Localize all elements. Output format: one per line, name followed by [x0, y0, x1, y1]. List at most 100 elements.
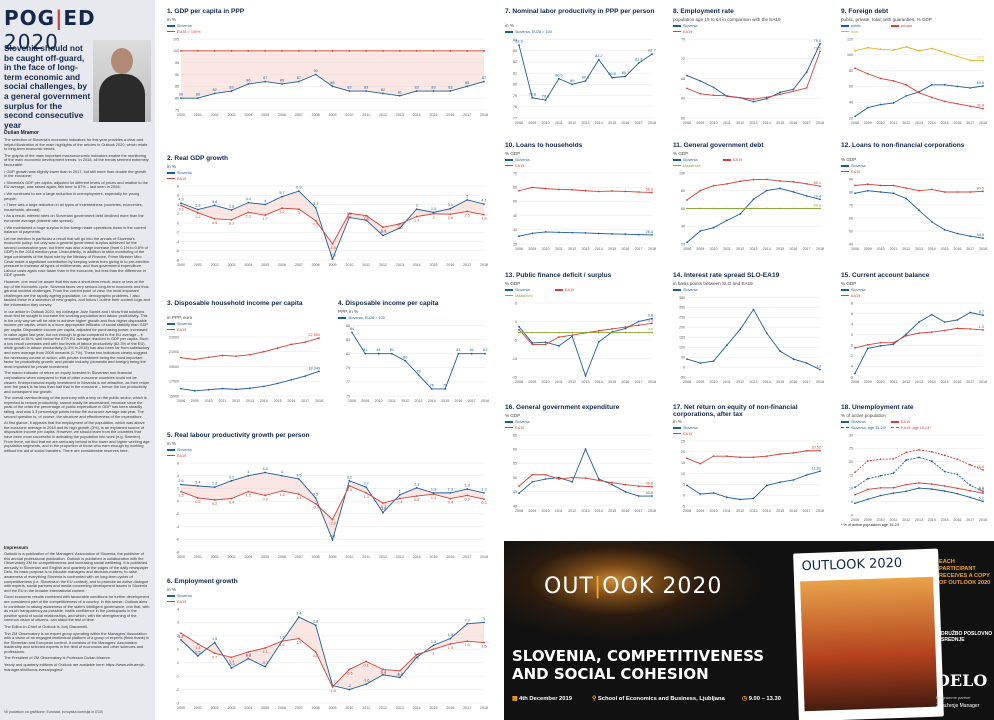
data-point — [686, 358, 688, 361]
legend-item: EA19 — [673, 432, 692, 436]
x-tick-label: 2008 — [515, 247, 523, 251]
x-tick-label: 2003 — [228, 555, 236, 559]
data-point — [956, 319, 959, 321]
x-tick-label: 2018 — [816, 509, 824, 513]
y-tick-label: 150 — [679, 336, 685, 340]
data-point — [466, 49, 469, 52]
chart-title: 14. Interest rate spread SLO-EA19 — [673, 272, 780, 279]
data-label: 87 — [297, 76, 301, 80]
series-line-ea19 — [180, 337, 320, 360]
data-label: 85 — [330, 81, 334, 85]
x-tick-label: 2007 — [295, 263, 303, 267]
data-point — [905, 46, 908, 48]
x-tick-label: 2014 — [428, 399, 436, 403]
data-point — [483, 641, 485, 644]
x-tick-label: 2009 — [864, 380, 872, 384]
data-point — [726, 496, 728, 499]
y-tick-label: 8 — [177, 184, 179, 188]
data-point — [892, 49, 895, 51]
zm-label: Združenje Manager — [936, 703, 980, 709]
data-label: 4.4 — [246, 197, 251, 201]
data-point — [699, 189, 702, 192]
x-tick-label: 2013 — [915, 518, 923, 522]
x-tick-label: 2010 — [877, 380, 885, 384]
data-point — [819, 449, 821, 452]
data-point — [956, 55, 959, 58]
x-tick-label: 2012 — [902, 247, 910, 251]
y-tick-label: -5 — [682, 504, 685, 508]
data-point — [449, 213, 452, 216]
data-point — [854, 486, 856, 489]
data-point — [518, 44, 520, 47]
data-point — [819, 368, 821, 371]
data-point — [879, 494, 882, 497]
data-label: 1.6 — [364, 218, 369, 222]
x-tick-label: 2016 — [621, 121, 629, 125]
data-point — [247, 657, 250, 660]
data-point — [180, 356, 182, 359]
y-tick-label: 6 — [177, 461, 179, 465]
x-tick-label: 2011 — [219, 399, 227, 403]
data-point — [779, 453, 781, 455]
data-point — [235, 388, 238, 391]
data-point — [879, 486, 882, 489]
data-point — [982, 492, 984, 495]
x-tick-label: 2014 — [260, 399, 268, 403]
x-tick-label: 2010 — [205, 399, 213, 403]
chart-title: 4. Disposable income per capita — [338, 300, 439, 307]
data-point — [247, 211, 250, 214]
data-point — [805, 207, 808, 210]
chart-subtitle: in PPP, euro — [167, 315, 193, 320]
x-tick-label: 2018 — [979, 380, 987, 384]
y-tick-label: 64 — [681, 97, 685, 101]
x-tick-label: 2018 — [648, 509, 656, 513]
y-tick-label: -5 — [514, 338, 517, 342]
data-label: 3.8 — [178, 207, 183, 211]
x-tick-label: 2002 — [211, 263, 219, 267]
data-label: -2.7 — [380, 230, 387, 234]
x-tick-label: 2016 — [621, 380, 629, 384]
chart-c1: 1. GDP per capita in PPP in % Slovenia EU28… — [167, 8, 492, 120]
x-tick-label: 2012 — [736, 247, 744, 251]
data-point — [765, 455, 768, 458]
data-point — [249, 387, 251, 390]
data-point — [365, 486, 368, 489]
data-point — [651, 317, 653, 320]
series-gap-fill — [181, 472, 484, 540]
data-point — [879, 458, 882, 461]
x-tick-label: 2006 — [278, 555, 286, 559]
x-tick-label: 2017 — [966, 247, 974, 251]
data-point — [624, 483, 627, 486]
data-point — [230, 479, 233, 482]
data-label: 85 — [465, 81, 469, 85]
y-tick-label: 45 — [513, 490, 517, 494]
x-tick-label: 2017 — [803, 509, 811, 513]
data-point — [597, 340, 600, 343]
x-tick-label: 2016 — [287, 399, 295, 403]
data-point — [651, 53, 653, 55]
x-tick-label: 2015 — [608, 247, 616, 251]
y-tick-label: 15000 — [169, 394, 179, 398]
event-banner[interactable]: OUT|OOK 2020 SLOVENIA, COMPETITIVENESS A… — [504, 541, 994, 720]
x-tick-label: 2016 — [621, 509, 629, 513]
data-point — [213, 217, 216, 220]
data-point — [382, 668, 384, 671]
data-label: 80 — [196, 93, 200, 97]
y-tick-label: 77 — [513, 116, 517, 120]
chart-title: 7. Nominal labor productivity in PPP per… — [505, 8, 655, 15]
data-point — [969, 311, 972, 314]
data-label: -0.9 — [380, 669, 387, 673]
x-tick-label: 2008 — [683, 121, 691, 125]
data-point — [712, 94, 715, 97]
x-tick-label: 2014 — [413, 113, 421, 117]
x-tick-label: 2013 — [915, 121, 923, 125]
data-point — [699, 462, 702, 465]
data-point — [597, 232, 600, 235]
data-point — [866, 189, 869, 192]
series-line-slovenia-eu28-100 — [518, 44, 653, 101]
y-tick-label: 40 — [849, 101, 853, 105]
x-tick-label: 2006 — [278, 706, 286, 710]
data-point — [918, 449, 920, 451]
data-label: 83.5 — [515, 40, 522, 44]
y-tick-label: 0 — [177, 221, 179, 225]
